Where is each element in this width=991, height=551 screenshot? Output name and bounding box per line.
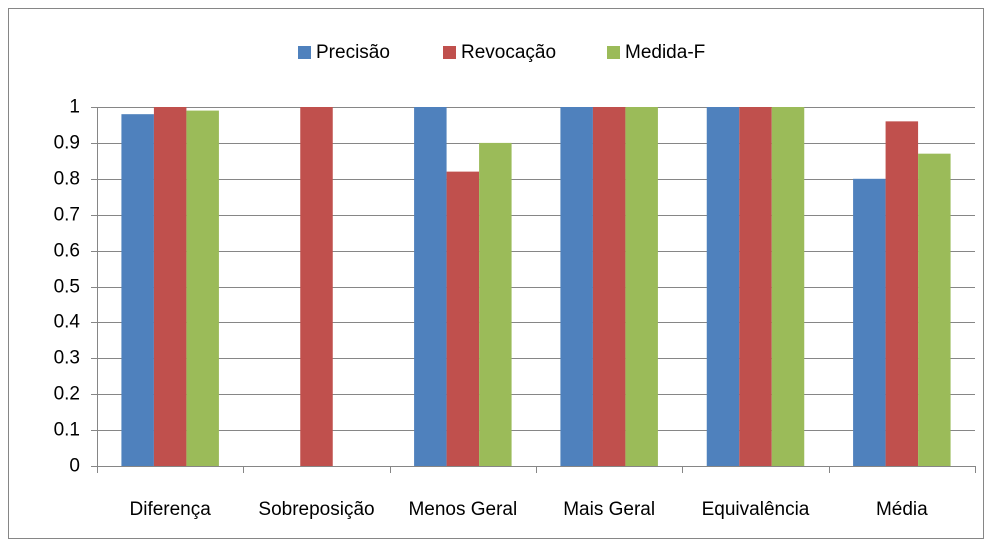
legend-label: Precisão	[316, 42, 390, 63]
y-tick-label: 0.6	[54, 241, 80, 262]
y-tick-label: 0.1	[54, 420, 80, 441]
bar	[446, 171, 480, 466]
x-tick-label: Média	[876, 499, 928, 520]
legend-label: Medida-F	[625, 42, 705, 63]
y-tick-label: 0.8	[54, 169, 80, 190]
y-tick-label: 0.3	[54, 348, 80, 369]
legend-swatch	[607, 46, 620, 59]
bar	[121, 114, 154, 467]
y-tick-label: 0.7	[54, 205, 80, 226]
bar	[592, 107, 626, 466]
bar	[479, 142, 512, 466]
bar	[560, 107, 593, 466]
bar	[186, 110, 219, 466]
y-tick-label: 1	[69, 97, 80, 118]
legend-swatch	[443, 46, 456, 59]
bar	[153, 107, 187, 466]
bar	[885, 121, 919, 467]
bar	[706, 107, 740, 466]
legend-label: Revocação	[461, 42, 556, 63]
bar	[739, 107, 772, 466]
bar	[853, 178, 886, 467]
y-tick-label: 0	[69, 456, 80, 477]
y-tick-label: 0.4	[54, 312, 81, 333]
legend-swatch	[298, 46, 311, 59]
bar	[625, 107, 658, 466]
y-tick-label: 0.5	[54, 277, 80, 298]
bar	[300, 107, 333, 466]
x-tick-label: Sobreposição	[258, 499, 374, 520]
x-tick-label: Mais Geral	[563, 499, 655, 520]
bar	[771, 107, 805, 466]
x-tick-label: Diferença	[130, 499, 212, 520]
bar	[918, 153, 951, 467]
x-tick-label: Menos Geral	[408, 499, 517, 520]
x-tick-label: Equivalência	[702, 499, 810, 520]
y-tick-label: 0.9	[54, 133, 80, 154]
bar	[414, 107, 447, 466]
y-tick-label: 0.2	[54, 384, 80, 405]
